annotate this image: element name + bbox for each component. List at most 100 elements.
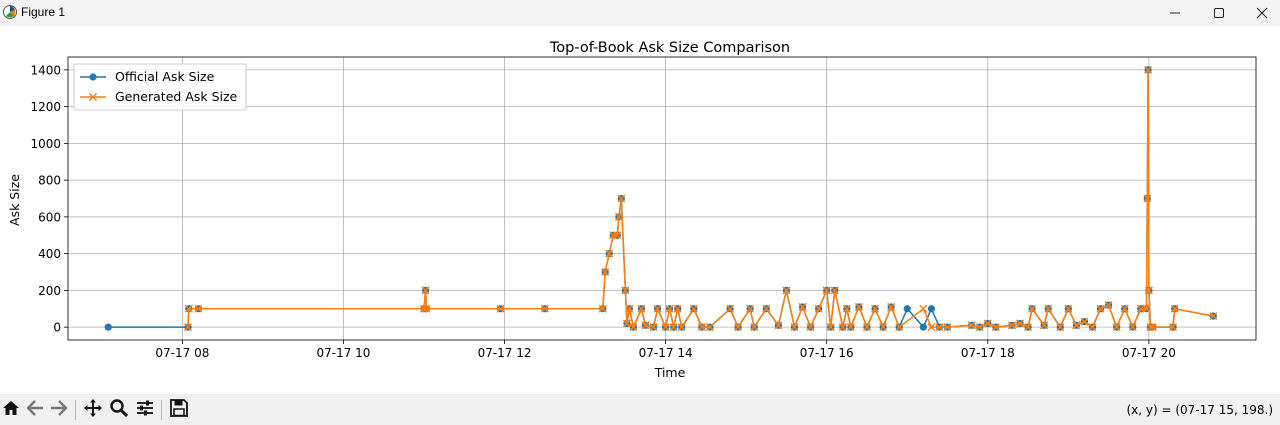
pan-icon	[83, 398, 103, 422]
generated-data-point	[919, 304, 928, 313]
generated-data-point	[798, 302, 807, 311]
generated-data-point	[838, 323, 847, 332]
generated-data-point	[496, 304, 505, 313]
generated-data-point	[1056, 323, 1065, 332]
generated-data-point	[1148, 323, 1157, 332]
home-icon	[1, 399, 21, 421]
cursor-coordinates: (x, y) = (07-17 15, 198.)	[1126, 403, 1273, 417]
generated-data-point	[734, 323, 743, 332]
official-data-point	[903, 305, 911, 313]
generated-data-point	[421, 286, 430, 295]
y-axis-label: Ask Size	[7, 174, 22, 226]
generated-data-point	[1209, 312, 1218, 321]
generated-data-point	[1024, 323, 1033, 332]
generated-data-point	[746, 304, 755, 313]
minimize-icon	[1169, 4, 1181, 23]
generated-data-point	[689, 304, 698, 313]
pan-button[interactable]	[82, 398, 104, 422]
official-data-point	[927, 305, 936, 313]
forward-button[interactable]	[48, 400, 70, 420]
legend-generated-marker	[88, 92, 98, 102]
generated-data-point	[846, 323, 855, 332]
y-tick-label: 400	[38, 247, 61, 261]
generated-data-point	[983, 319, 992, 328]
generated-data-point	[975, 323, 984, 332]
generated-data-point	[1104, 301, 1113, 310]
y-tick-label: 1200	[30, 100, 61, 114]
generated-data-point	[1044, 304, 1053, 313]
official-data-point	[104, 323, 112, 331]
generated-data-point	[629, 323, 638, 332]
generated-data-point	[842, 304, 851, 313]
y-tick-label: 200	[38, 284, 61, 298]
generated-data-point	[705, 323, 714, 332]
generated-data-point	[1144, 286, 1153, 295]
minimize-button[interactable]	[1153, 0, 1197, 26]
generated-data-point	[1112, 323, 1121, 332]
generated-data-point	[625, 304, 634, 313]
generated-data-point	[830, 286, 839, 295]
generated-data-point	[762, 304, 771, 313]
navigation-toolbar: (x, y) = (07-17 15, 198.)	[0, 394, 1280, 425]
generated-series-line	[187, 69, 1214, 328]
generated-data-point	[967, 321, 976, 330]
x-tick-label: 07-17 16	[800, 346, 854, 360]
generated-data-point	[895, 323, 904, 332]
generated-data-point	[1007, 321, 1016, 330]
generated-data-point	[621, 286, 630, 295]
home-button[interactable]	[0, 400, 22, 420]
generated-data-point	[927, 323, 936, 332]
generated-data-point	[887, 302, 896, 311]
x-tick-label: 07-17 10	[316, 346, 370, 360]
generated-data-point	[750, 323, 759, 332]
x-tick-label: 07-17 18	[961, 346, 1015, 360]
zoom-button[interactable]	[108, 399, 130, 420]
generated-data-point	[422, 304, 431, 313]
generated-data-point	[1028, 304, 1037, 313]
generated-data-point	[669, 323, 678, 332]
legend-frame	[73, 63, 247, 111]
generated-data-point	[935, 323, 944, 332]
generated-data-point	[1096, 304, 1105, 313]
generated-data-point	[617, 194, 626, 203]
generated-data-point	[1169, 323, 1178, 332]
ticks: 07-17 08 07-17 10 07-17 12 07-17 14 07-17 16…	[30, 63, 1175, 360]
save-icon	[169, 398, 189, 422]
official-series-line	[108, 69, 1214, 328]
generated-data-point	[661, 323, 670, 332]
y-tick-label: 800	[38, 174, 61, 188]
generated-data-point	[637, 304, 646, 313]
generated-data-point	[653, 304, 662, 313]
figure-canvas[interactable]: 07-17 08 07-17 10 07-17 12 07-17 14 07-17 16…	[0, 26, 1280, 394]
configure-subplots-button[interactable]	[134, 400, 156, 420]
generated-data-point	[1040, 321, 1049, 330]
generated-data-point	[854, 302, 863, 311]
generated-data-point	[605, 249, 614, 258]
x-tick-label: 07-17 08	[155, 346, 209, 360]
y-tick-label: 1400	[30, 63, 61, 77]
y-tick-label: 1000	[30, 137, 61, 151]
save-button[interactable]	[168, 398, 190, 422]
forward-arrow-icon	[49, 399, 69, 421]
generated-data-point	[1015, 319, 1025, 328]
matplotlib-figure-icon	[2, 4, 18, 20]
generated-data-point	[1088, 323, 1097, 332]
generated-data-point	[1128, 323, 1137, 332]
close-icon	[1256, 4, 1268, 23]
generated-data-point	[614, 212, 623, 221]
generated-data-point	[991, 323, 1000, 332]
generated-data-point	[826, 323, 835, 332]
maximize-button[interactable]	[1197, 0, 1241, 26]
back-button[interactable]	[24, 400, 46, 420]
generated-data-point	[862, 323, 872, 332]
generated-data-point	[1120, 304, 1129, 313]
legend-generated-label: Generated Ask Size	[115, 89, 238, 104]
chart-title: Top-of-Book Ask Size Comparison	[549, 40, 790, 56]
generated-data-point	[782, 286, 791, 295]
legend: Official Ask Size Generated Ask Size	[73, 63, 247, 111]
x-tick-label: 07-17 12	[478, 346, 532, 360]
y-tick-label: 0	[53, 321, 61, 335]
maximize-icon	[1213, 4, 1225, 23]
generated-data-point	[601, 267, 610, 277]
close-button[interactable]	[1240, 0, 1280, 26]
